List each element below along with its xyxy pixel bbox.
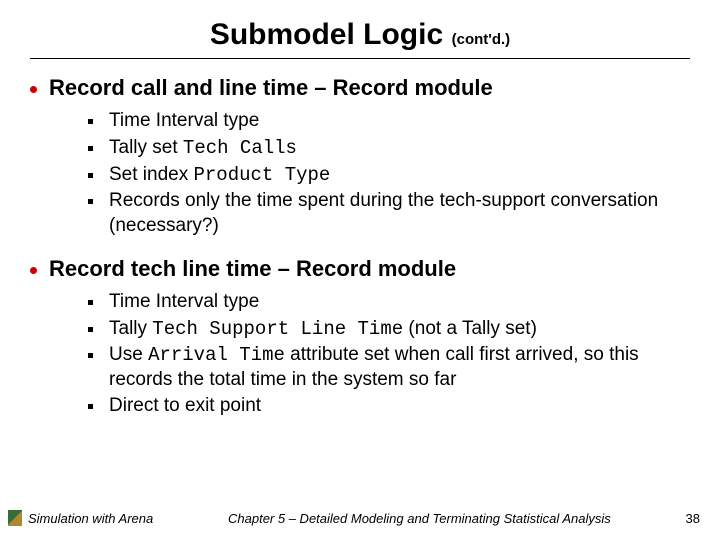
- item-pre: Use: [109, 344, 148, 365]
- slide: Submodel Logic (cont'd.) Record call and…: [0, 0, 720, 540]
- item-text: Records only the time spent during the t…: [109, 189, 690, 238]
- footer: Simulation with Arena Chapter 5 – Detail…: [0, 510, 720, 526]
- item-text: Time Interval type: [109, 109, 259, 134]
- item-mono: Product Type: [194, 164, 331, 186]
- section-1: Record call and line time – Record modul…: [30, 75, 690, 238]
- square-bullet-icon: [88, 327, 93, 332]
- list-item: Direct to exit point: [88, 394, 690, 419]
- item-text: Tally Tech Support Line Time (not a Tall…: [109, 317, 537, 342]
- bullet-icon: [30, 86, 37, 93]
- slide-title-sub: (cont'd.): [452, 31, 511, 48]
- page-number: 38: [686, 511, 700, 526]
- footer-left: Simulation with Arena: [28, 511, 153, 526]
- book-icon: [8, 510, 22, 526]
- item-post: Records only the time spent during the t…: [109, 190, 658, 236]
- square-bullet-icon: [88, 119, 93, 124]
- list-item: Time Interval type: [88, 290, 690, 315]
- item-pre: Set index: [109, 164, 194, 185]
- section-head: Record tech line time – Record module: [30, 256, 690, 282]
- list-item: Time Interval type: [88, 109, 690, 134]
- item-post: Time Interval type: [109, 291, 259, 312]
- square-bullet-icon: [88, 173, 93, 178]
- item-pre: Tally set: [109, 137, 183, 158]
- list-item: Use Arrival Time attribute set when call…: [88, 343, 690, 392]
- square-bullet-icon: [88, 300, 93, 305]
- square-bullet-icon: [88, 146, 93, 151]
- list-item: Tally set Tech Calls: [88, 136, 690, 161]
- item-mono: Tech Calls: [183, 137, 297, 159]
- sub-list: Time Interval type Tally Tech Support Li…: [88, 290, 690, 419]
- sub-list: Time Interval type Tally set Tech Calls …: [88, 109, 690, 238]
- section-2: Record tech line time – Record module Ti…: [30, 256, 690, 419]
- item-text: Set index Product Type: [109, 163, 330, 188]
- item-mono: Arrival Time: [148, 344, 285, 366]
- item-pre: Tally: [109, 318, 152, 339]
- square-bullet-icon: [88, 353, 93, 358]
- item-post: Direct to exit point: [109, 395, 261, 416]
- title-wrap: Submodel Logic (cont'd.): [30, 18, 690, 52]
- section-head: Record call and line time – Record modul…: [30, 75, 690, 101]
- square-bullet-icon: [88, 199, 93, 204]
- section-title: Record call and line time – Record modul…: [49, 75, 493, 101]
- slide-title: Submodel Logic: [210, 18, 443, 51]
- section-title: Record tech line time – Record module: [49, 256, 456, 282]
- item-text: Time Interval type: [109, 290, 259, 315]
- title-divider: [30, 58, 690, 59]
- item-post: Time Interval type: [109, 110, 259, 131]
- square-bullet-icon: [88, 404, 93, 409]
- bullet-icon: [30, 267, 37, 274]
- item-text: Direct to exit point: [109, 394, 261, 419]
- item-text: Use Arrival Time attribute set when call…: [109, 343, 690, 392]
- item-mono: Tech Support Line Time: [152, 318, 403, 340]
- list-item: Set index Product Type: [88, 163, 690, 188]
- item-post: (not a Tally set): [403, 318, 537, 339]
- list-item: Tally Tech Support Line Time (not a Tall…: [88, 317, 690, 342]
- item-text: Tally set Tech Calls: [109, 136, 297, 161]
- footer-center: Chapter 5 – Detailed Modeling and Termin…: [153, 511, 685, 526]
- list-item: Records only the time spent during the t…: [88, 189, 690, 238]
